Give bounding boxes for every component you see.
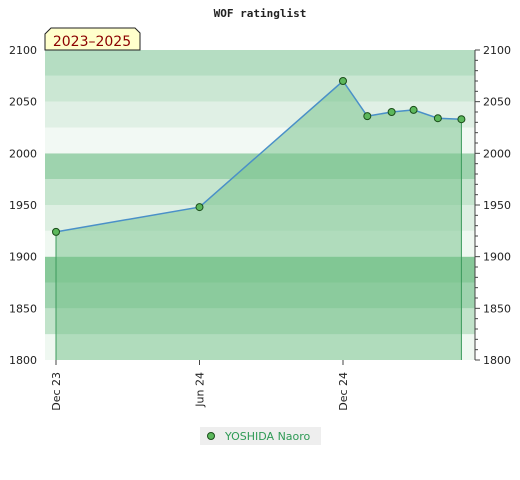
period-badge-shape <box>44 27 141 51</box>
series-line <box>55 79 462 233</box>
x-tick-label: Dec 23 <box>50 372 63 411</box>
drop-lines <box>55 119 462 360</box>
y-tick-label-left: 2050 <box>9 96 37 109</box>
legend-marker <box>207 432 215 440</box>
x-axis: Dec 23 Jun 24 Dec 24 <box>50 360 350 411</box>
y-axis-right: 1800 1850 1900 1950 2000 2050 2100 <box>474 44 511 367</box>
data-point[interactable] <box>339 77 347 85</box>
y-tick-label-left: 2000 <box>9 147 37 160</box>
data-point[interactable] <box>433 114 442 123</box>
y-tick-label-left: 2100 <box>9 44 37 57</box>
y-tick-label-left: 1900 <box>9 251 37 264</box>
x-tick-label: Jun 24 <box>194 372 207 408</box>
data-point[interactable] <box>363 112 372 121</box>
data-point[interactable] <box>387 108 396 116</box>
band <box>45 75 475 102</box>
data-point[interactable] <box>457 115 466 124</box>
y-tick-label-right: 2100 <box>483 44 511 57</box>
y-tick-label-left: 1800 <box>9 354 37 367</box>
y-tick-label-right: 1850 <box>483 302 511 315</box>
y-axis-left: 1800 1850 1900 1950 2000 2050 2100 <box>9 44 37 367</box>
legend-series-name: YOSHIDA Naoro <box>224 430 311 443</box>
x-tick-label: Dec 24 <box>337 372 350 411</box>
y-tick-label-right: 2000 <box>483 147 511 160</box>
data-point[interactable] <box>195 203 204 212</box>
data-points <box>52 77 466 236</box>
data-point[interactable] <box>52 227 60 236</box>
legend-box <box>200 427 321 445</box>
y-tick-label-right: 1800 <box>483 354 511 367</box>
y-tick-label-right: 1900 <box>483 251 511 264</box>
legend[interactable]: YOSHIDA Naoro <box>200 427 321 445</box>
chart-title: WOF ratinglist <box>214 7 307 20</box>
band <box>45 50 475 76</box>
y-tick-label-left: 1950 <box>9 199 37 212</box>
data-point[interactable] <box>409 105 418 114</box>
y-tick-label-right: 2050 <box>483 96 511 109</box>
period-label: 2023–2025 <box>53 34 131 50</box>
y-tick-label-left: 1850 <box>9 302 37 315</box>
rating-area <box>56 81 462 360</box>
y-tick-label-right: 1950 <box>483 199 511 212</box>
period-badge: 2023–2025 <box>44 27 141 51</box>
